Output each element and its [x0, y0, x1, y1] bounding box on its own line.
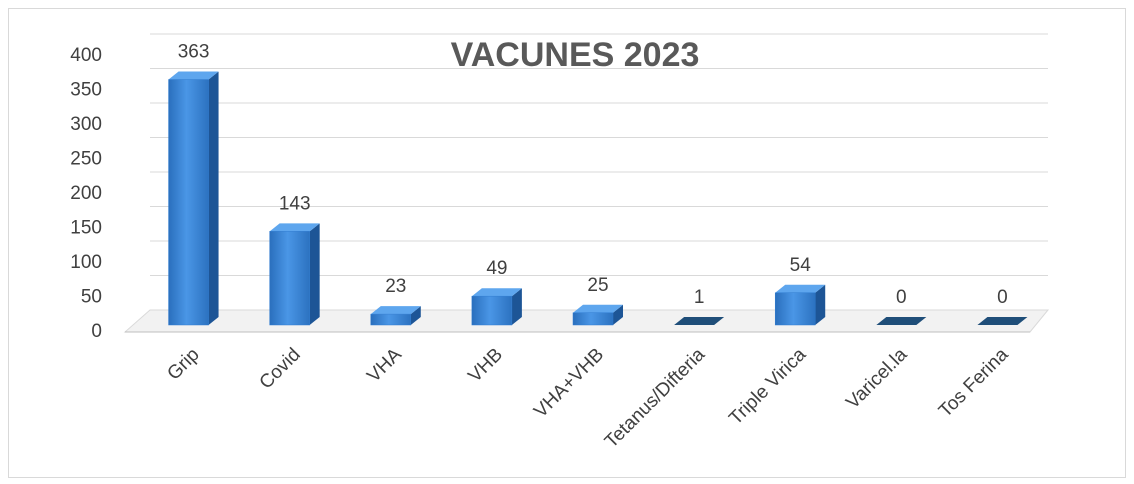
bar-front [168, 79, 209, 326]
bar-side [511, 288, 522, 325]
bar-face [674, 317, 725, 325]
value-label: 0 [896, 287, 907, 308]
bar-side [309, 223, 320, 325]
bar-side [208, 71, 219, 325]
value-label: 143 [279, 193, 311, 214]
chart-title: VACUNES 2023 [451, 36, 700, 74]
bar [269, 223, 320, 326]
bar-side [815, 284, 826, 325]
bar-front [774, 292, 816, 326]
bar-top [775, 284, 826, 293]
bar-face [977, 317, 1028, 325]
bar [370, 306, 421, 326]
value-label: 363 [178, 42, 210, 63]
y-tick-label: 150 [70, 218, 102, 239]
bar [471, 288, 522, 326]
bar-top [370, 306, 421, 315]
y-tick-label: 250 [70, 149, 102, 170]
bar-front [471, 295, 513, 326]
bar [876, 317, 927, 325]
bar [572, 304, 623, 326]
y-tick-label: 50 [81, 287, 102, 308]
y-tick-label: 0 [91, 321, 102, 342]
y-tick-label: 300 [70, 114, 102, 135]
bar [168, 71, 219, 326]
value-label: 0 [997, 287, 1008, 308]
bar-top [269, 223, 320, 232]
y-tick-label: 100 [70, 252, 102, 273]
bar-front [370, 313, 412, 326]
value-label: 25 [587, 275, 608, 296]
bar-top [471, 288, 522, 297]
bar [674, 317, 725, 325]
bar-face [876, 317, 927, 325]
y-tick-label: 350 [70, 80, 102, 101]
bar [774, 284, 826, 326]
bar [977, 317, 1028, 325]
bar-front [572, 312, 614, 326]
bar-top [573, 304, 623, 313]
value-label: 49 [486, 258, 507, 279]
bar-side [613, 304, 623, 325]
y-tick-label: 200 [70, 183, 102, 204]
value-label: 54 [790, 255, 812, 276]
y-tick-label: 400 [70, 45, 102, 66]
value-label: 1 [694, 287, 705, 308]
bar-front [269, 231, 310, 326]
bar-side [410, 306, 421, 325]
bar-top [168, 71, 219, 80]
value-label: 23 [385, 276, 406, 297]
